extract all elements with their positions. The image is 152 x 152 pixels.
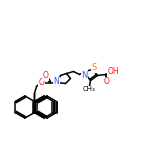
Text: N: N [81,71,88,79]
Text: O: O [104,78,109,86]
Text: N: N [54,78,59,86]
Text: CH₃: CH₃ [83,86,95,92]
Text: O: O [43,71,48,81]
Text: S: S [91,64,97,73]
Text: O: O [39,78,44,87]
Text: OH: OH [107,67,119,76]
